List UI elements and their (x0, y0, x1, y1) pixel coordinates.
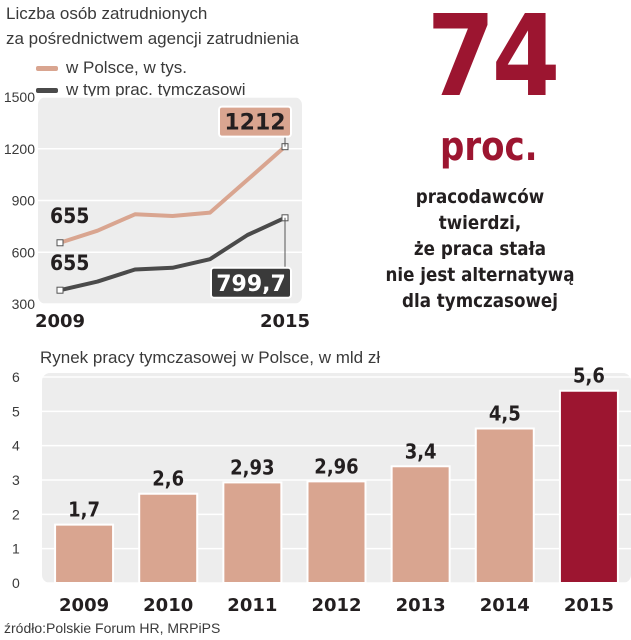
bar-chart-title: Rynek pracy tymczasowej w Polsce, w mld … (40, 348, 381, 367)
bar-y-tick-label: 3 (12, 472, 20, 488)
line-x-tick-label: 2009 (35, 311, 85, 332)
callout-box (218, 105, 292, 138)
line-value-label: 655 (50, 203, 89, 228)
bar-x-tick-label: 2011 (227, 595, 277, 616)
bar-y-tick-label: 0 (12, 575, 20, 591)
bar-value-label: 2,93 (230, 457, 274, 480)
bar-y-tick-label: 4 (12, 438, 20, 454)
line-callout-label: 1212 (224, 111, 285, 136)
legend-swatch-temporary (36, 88, 58, 93)
stat-big-number: 74 (426, 0, 561, 122)
bar-value-label: 5,6 (573, 365, 605, 388)
series-marker (56, 286, 64, 294)
series-line-poland (58, 144, 287, 245)
callout-box (210, 266, 292, 299)
stat-description: pracodawców twierdzi, że praca stała nie… (330, 184, 630, 314)
bar-y-tick-label: 1 (12, 541, 20, 557)
legend-item-poland: w Polsce, w tys. (0, 58, 320, 80)
line-x-tick-label: 2015 (260, 311, 310, 332)
legend-item-temporary: w tym prac. tymczasowi (0, 80, 320, 102)
stat-unit: proc. (440, 124, 538, 170)
stat-line: nie jest alternatywą (385, 264, 575, 286)
bar-x-tick-label: 2013 (396, 595, 446, 616)
bar-x-tick-label: 2009 (59, 595, 109, 616)
bar-y-tick-label: 5 (12, 403, 20, 419)
bar-2015 (558, 389, 619, 584)
bar-value-label: 1,7 (68, 499, 100, 522)
bar-2014 (474, 427, 535, 584)
line-callout-label: 799,7 (216, 272, 286, 297)
bar-2013 (390, 465, 451, 584)
bar-value-label: 3,4 (405, 440, 437, 463)
legend-swatch-poland (36, 66, 58, 71)
legend-label-poland: w Polsce, w tys. (66, 58, 187, 77)
bar-x-tick-label: 2010 (143, 595, 193, 616)
bar-x-tick-label: 2015 (564, 595, 614, 616)
bar-value-label: 2,6 (152, 468, 184, 491)
line-y-tick-label: 1500 (4, 89, 35, 105)
legend-label-temporary: w tym prac. tymczasowi (66, 80, 246, 99)
stat-line: pracodawców (415, 186, 545, 208)
line-y-tick-label: 900 (12, 193, 36, 209)
series-marker (56, 239, 64, 247)
bar-value-label: 4,5 (489, 403, 521, 426)
bar-y-tick-label: 6 (12, 369, 20, 385)
line-chart-title-line2: za pośrednictwem agencji zatrudnienia (6, 29, 299, 48)
bar-2012 (306, 480, 367, 584)
line-y-tick-label: 600 (12, 244, 36, 260)
line-y-tick-label: 1200 (4, 141, 35, 157)
bar-x-tick-label: 2012 (311, 595, 361, 616)
line-value-label: 655 (50, 250, 89, 275)
stat-line: dla tymczasowej (401, 290, 559, 312)
stat-line: że praca stała (413, 238, 547, 260)
stat-line: twierdzi, (438, 212, 522, 234)
bar-2009 (54, 523, 115, 585)
line-chart-title-line1: Liczba osób zatrudnionych (6, 4, 208, 23)
bar-x-tick-label: 2014 (480, 595, 530, 616)
series-line-temporary (58, 215, 287, 293)
source-note: źródło:Polskie Forum HR, MRPiPS (4, 620, 221, 636)
bar-2011 (222, 481, 283, 584)
bar-2010 (138, 492, 199, 585)
line-y-tick-label: 300 (12, 296, 36, 312)
bar-y-tick-label: 2 (12, 506, 20, 522)
bar-value-label: 2,96 (314, 456, 358, 479)
